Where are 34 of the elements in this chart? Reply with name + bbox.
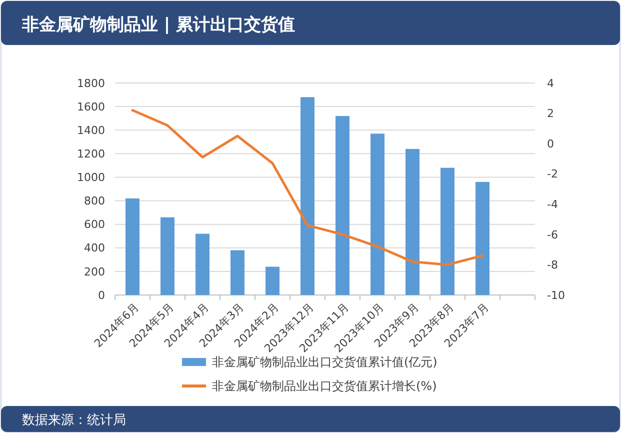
- y2-tick-label: -10: [547, 288, 565, 302]
- line-series: [131, 109, 484, 266]
- bar: [160, 217, 174, 295]
- y2-tick-label: -4: [547, 198, 558, 211]
- source-note: 数据来源：统计局: [22, 413, 126, 428]
- y2-tick-label: -6: [547, 228, 558, 242]
- bar: [196, 234, 210, 295]
- y-tick-label: 600: [84, 218, 105, 232]
- bar: [476, 182, 490, 295]
- y-tick-label: 800: [84, 194, 105, 208]
- bar: [370, 134, 384, 295]
- chart-title: 非金属矿物制品业 | 累计出口交货值: [21, 15, 296, 35]
- y2-tick-label: 4: [547, 76, 554, 90]
- y2-tick-label: 0: [547, 137, 554, 150]
- bar: [440, 168, 454, 295]
- bar: [266, 266, 280, 295]
- y2-tick-label: -2: [547, 168, 558, 181]
- y-tick-label: 1200: [77, 148, 105, 161]
- bar: [126, 198, 140, 295]
- legend-label: 非金属矿物制品业出口交货值累计值(亿元): [212, 355, 438, 370]
- y-tick-label: 1800: [77, 76, 105, 90]
- bar: [230, 250, 244, 295]
- y-tick-label: 0: [98, 288, 105, 302]
- bar: [406, 148, 420, 295]
- y-tick-label: 400: [84, 242, 105, 255]
- y2-tick-label: -8: [547, 258, 558, 272]
- y-tick-label: 1600: [77, 100, 105, 114]
- bar: [300, 97, 314, 295]
- y-tick-label: 200: [84, 265, 105, 278]
- y-tick-label: 1000: [77, 171, 105, 184]
- bar: [336, 116, 350, 295]
- y-tick-label: 1400: [77, 124, 105, 137]
- legend-label: 非金属矿物制品业出口交货值累计增长(%): [212, 379, 437, 394]
- y2-tick-label: 2: [547, 107, 554, 120]
